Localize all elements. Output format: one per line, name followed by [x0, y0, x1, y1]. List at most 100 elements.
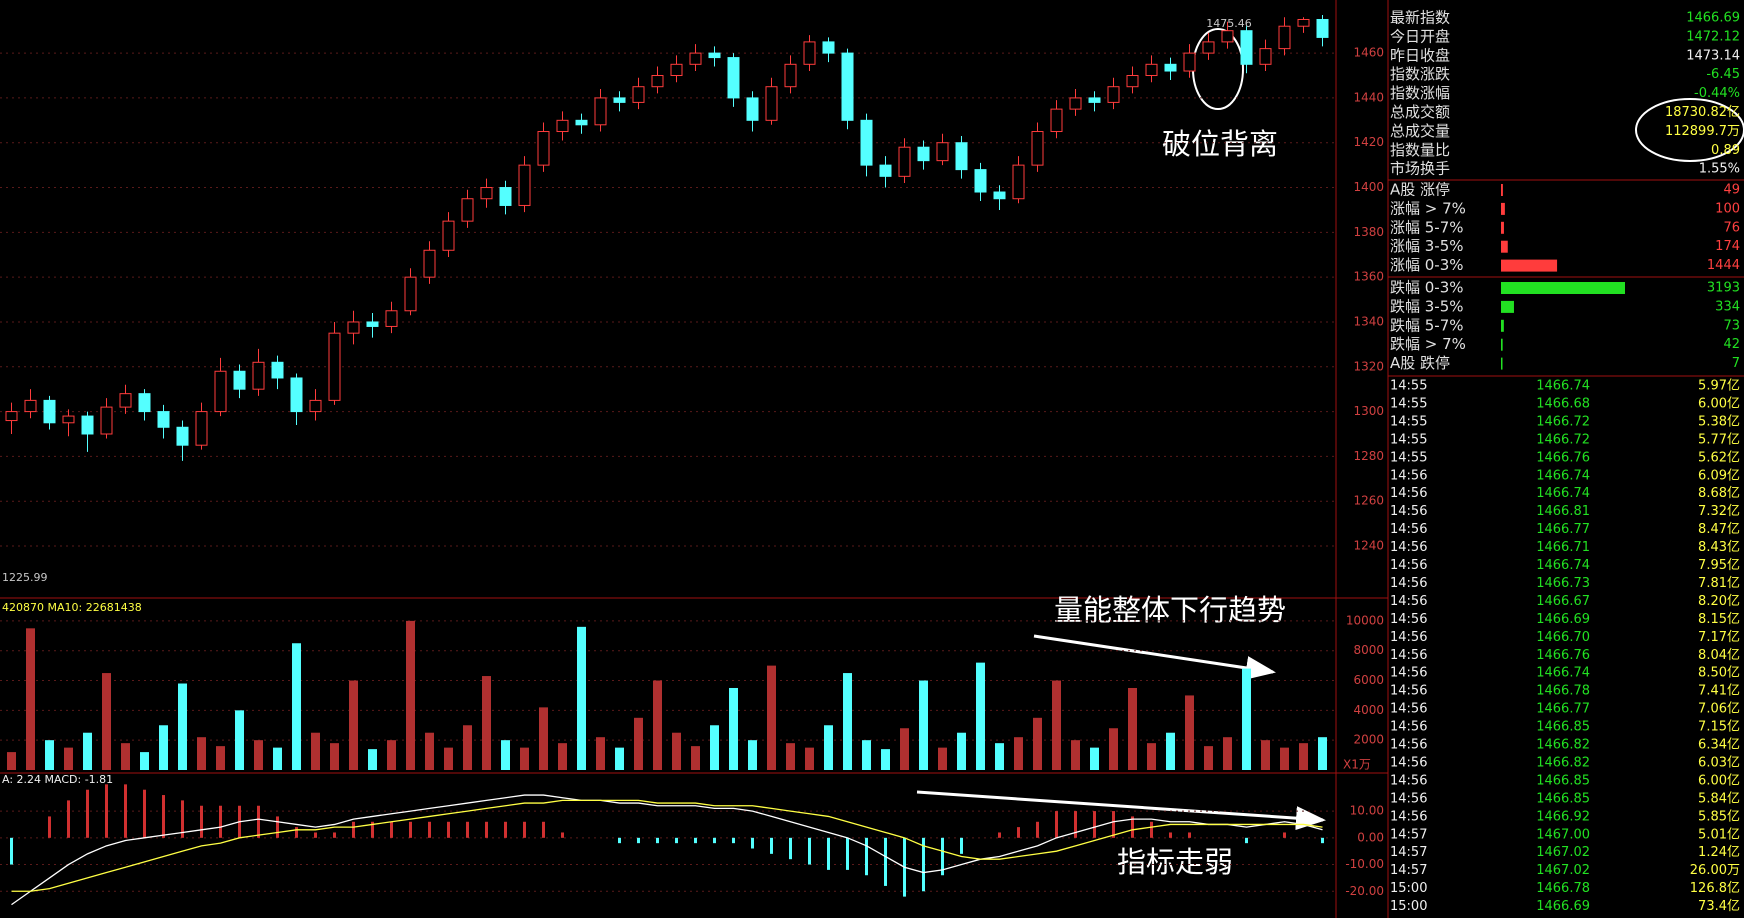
annotation: 指标走弱: [1117, 845, 1233, 879]
tick-price: 1466.74: [1536, 379, 1590, 394]
candle-body: [5, 411, 18, 422]
candle-body: [404, 276, 417, 312]
tick-amount: 5.85亿: [1698, 809, 1740, 824]
volume-bar: [786, 743, 795, 770]
y-tick-label: 0.00: [1357, 830, 1384, 844]
y-tick-label: 10000: [1346, 613, 1384, 627]
tick-amount: 126.8亿: [1690, 881, 1740, 896]
candle-body: [537, 131, 550, 166]
volume-bar: [501, 740, 510, 770]
candle-body: [100, 406, 113, 435]
tick-time: 14:56: [1390, 504, 1427, 519]
candle-body: [24, 399, 37, 413]
candle-body: [670, 63, 683, 77]
volume-bar: [311, 732, 320, 770]
tick-time: 14:56: [1390, 486, 1427, 501]
tick-amount: 5.38亿: [1698, 414, 1740, 429]
volume-bar: [1280, 747, 1289, 770]
tick-price: 1467.02: [1536, 863, 1590, 878]
tick-time: 14:56: [1390, 648, 1427, 663]
tick-price: 1467.00: [1536, 827, 1590, 842]
volume-bar: [900, 728, 909, 770]
candle-body: [1278, 25, 1291, 50]
candle-body: [898, 146, 911, 177]
stat-label: 指数量比: [1390, 141, 1450, 159]
tick-amount: 8.47亿: [1698, 522, 1740, 537]
tick-amount: 1.24亿: [1698, 845, 1740, 860]
tick-amount: 7.06亿: [1698, 702, 1740, 717]
tick-time: 14:56: [1390, 755, 1427, 770]
candle-body: [1031, 131, 1044, 166]
volume-bar: [45, 740, 54, 770]
tick-amount: 26.00万: [1690, 863, 1740, 878]
stat-label: 昨日收盘: [1390, 46, 1450, 64]
tick-amount: 7.15亿: [1698, 720, 1740, 735]
candle-body: [1012, 164, 1025, 200]
volume-bar: [425, 732, 434, 770]
stat-label: 最新指数: [1390, 9, 1450, 27]
volume-bar: [1166, 732, 1175, 770]
tick-price: 1466.74: [1536, 666, 1590, 681]
volume-bar: [1033, 717, 1042, 770]
tick-amount: 5.97亿: [1698, 379, 1740, 394]
volume-bar: [235, 710, 244, 770]
breadth-count: 7: [1732, 356, 1740, 371]
volume-bar: [729, 687, 738, 770]
tick-time: 14:56: [1390, 558, 1427, 573]
tick-price: 1466.69: [1536, 899, 1590, 914]
candle-body: [936, 142, 949, 162]
volume-bar: [140, 752, 149, 770]
candle-body: [1183, 52, 1196, 72]
breadth-label: 跌幅 > 7%: [1390, 335, 1466, 353]
tick-price: 1466.72: [1536, 414, 1590, 429]
tick-time: 14:55: [1390, 396, 1427, 411]
tick-time: 15:00: [1390, 881, 1427, 896]
volume-bar: [1071, 740, 1080, 770]
tick-price: 1467.02: [1536, 845, 1590, 860]
tick-amount: 6.09亿: [1698, 468, 1740, 483]
tick-price: 1466.76: [1536, 648, 1590, 663]
volume-bar: [805, 747, 814, 770]
y-tick-label: 1440: [1353, 90, 1384, 104]
candle-body: [803, 41, 816, 65]
candle-body: [765, 86, 778, 121]
volume-bar: [919, 680, 928, 770]
volume-bar: [862, 740, 871, 770]
volume-bar: [330, 743, 339, 770]
breadth-count: 49: [1723, 183, 1740, 198]
tick-time: 14:56: [1390, 773, 1427, 788]
volume-bar: [767, 665, 776, 770]
breadth-count: 3193: [1707, 281, 1740, 296]
candle-body: [252, 361, 265, 390]
candle-body: [271, 361, 284, 379]
volume-bar: [254, 740, 263, 770]
breadth-label: 涨幅 > 7%: [1390, 199, 1466, 217]
tick-amount: 5.84亿: [1698, 791, 1740, 806]
tick-amount: 6.00亿: [1698, 773, 1740, 788]
candle-body: [879, 164, 892, 177]
breadth-bar: [1501, 184, 1503, 196]
candle-body: [955, 142, 968, 171]
volume-bar: [159, 725, 168, 770]
volume-bar: [1261, 740, 1270, 770]
annotation: 量能整体下行趋势: [1054, 593, 1286, 627]
tick-amount: 8.68亿: [1698, 486, 1740, 501]
candle-body: [385, 310, 398, 327]
volume-bar: [368, 749, 377, 770]
y-tick-label: 6000: [1353, 673, 1384, 687]
trend-arrow: [916, 790, 1326, 831]
y-tick-label: 4000: [1353, 703, 1384, 717]
high-label: 1475.46: [1206, 17, 1252, 30]
tick-time: 14:56: [1390, 684, 1427, 699]
volume-bar: [197, 737, 206, 770]
tick-time: 14:57: [1390, 863, 1427, 878]
tick-price: 1466.82: [1536, 755, 1590, 770]
candle-body: [746, 97, 759, 121]
tick-time: 14:56: [1390, 576, 1427, 591]
volume-bar: [292, 643, 301, 770]
volume-bar: [387, 740, 396, 770]
candle-body: [233, 370, 246, 390]
candle-body: [860, 119, 873, 166]
tick-amount: 5.77亿: [1698, 432, 1740, 447]
breadth-bar: [1501, 300, 1514, 313]
